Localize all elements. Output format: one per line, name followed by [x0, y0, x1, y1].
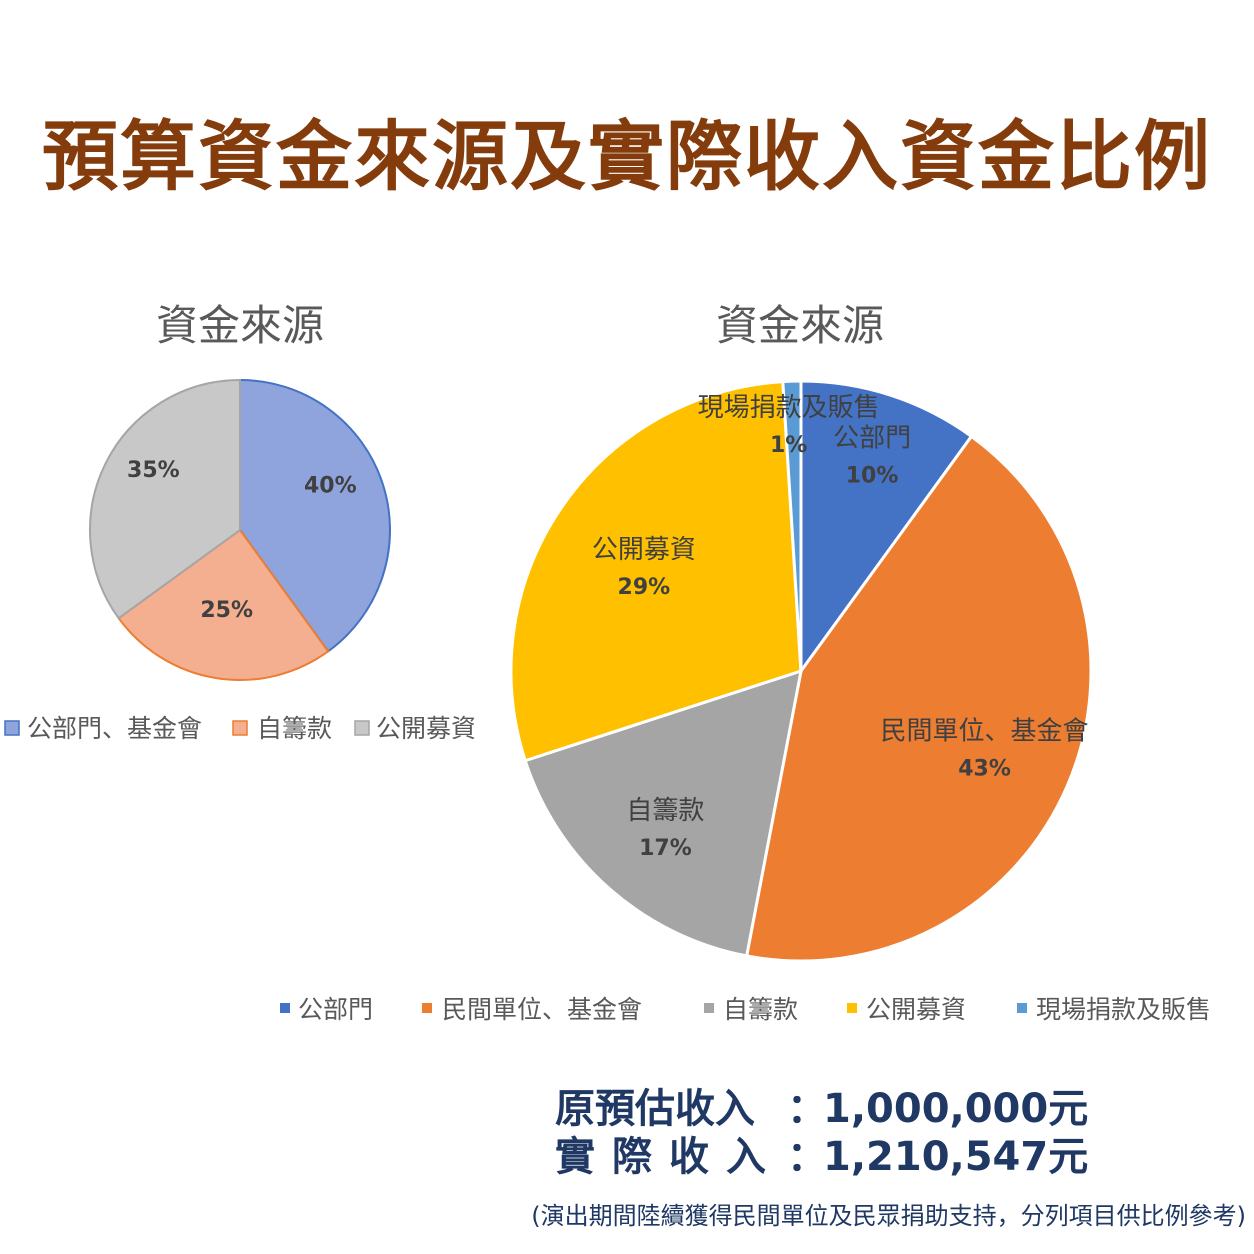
- data-label-category-1-2: 自籌款: [626, 796, 704, 826]
- legend-swatch-1-4: [1017, 1003, 1027, 1013]
- legend-swatch-1-2: [704, 1003, 714, 1013]
- legend-label-1-4: 現場捐款及販售: [1036, 995, 1211, 1024]
- data-label-value-0-0: 40%: [304, 474, 357, 499]
- data-label-value-1-2: 17%: [639, 836, 692, 861]
- estimated-income-value: 1,000,000元: [823, 1086, 1089, 1132]
- pie-slice-1-1: [744, 434, 1093, 963]
- actual-income-label: 實際收入: [555, 1134, 783, 1180]
- legend-actual: 公部門 民間單位、基金會 自籌款 公開募資 現場捐款及販售: [280, 995, 1211, 1024]
- legend-label-0-0: 公部門、基金會: [27, 714, 202, 743]
- pie-chart-budget: 資金來源 40% 25% 35% 公部門、基金會 自籌款 公開募資: [4, 301, 476, 743]
- chart-title-budget: 資金來源: [156, 301, 324, 350]
- legend-label-1-1: 民間單位、基金會: [442, 995, 642, 1024]
- legend-swatch-1-0: [280, 1003, 290, 1013]
- legend-budget: 公部門、基金會 自籌款 公開募資: [4, 714, 476, 743]
- pie-slice-1-0: [799, 379, 974, 676]
- legend-label-0-2: 公開募資: [376, 714, 476, 743]
- data-label-value-1-4: 1%: [770, 433, 807, 458]
- legend-swatch-0-0: [4, 720, 20, 736]
- data-label-value-0-1: 25%: [200, 598, 253, 623]
- legend-swatch-0-2: [354, 720, 370, 736]
- legend-label-0-1: 自籌款: [257, 714, 332, 743]
- pie-slice-0-0: [239, 378, 391, 653]
- pie-slice-0-2: [89, 378, 241, 620]
- legend-label-1-3: 公開募資: [866, 995, 966, 1024]
- chart-title-actual: 資金來源: [716, 301, 884, 350]
- actual-income-colon: ：: [787, 1134, 827, 1180]
- pie-slice-1-2: [523, 668, 803, 958]
- income-summary: 原預估收入 ： 1,000,000元 實際收入 ： 1,210,547元: [555, 1085, 1088, 1181]
- legend-swatch-0-1: [232, 720, 248, 736]
- pie-slice-1-3: [509, 379, 803, 763]
- data-label-value-1-0: 10%: [846, 463, 899, 488]
- data-label-value-1-3: 29%: [618, 575, 671, 600]
- actual-income-value: 1,210,547元: [823, 1134, 1089, 1180]
- estimated-income-colon: ：: [787, 1086, 827, 1132]
- pie-slice-0-1: [117, 528, 330, 681]
- legend-swatch-1-3: [847, 1003, 857, 1013]
- data-label-value-0-2: 35%: [127, 458, 180, 483]
- data-label-category-1-3: 公開募資: [592, 535, 696, 565]
- page-title: 預算資金來源及實際收入資金比例: [42, 112, 1212, 201]
- legend-swatch-1-1: [422, 1003, 432, 1013]
- legend-label-1-0: 公部門: [298, 995, 373, 1024]
- estimated-income-label: 原預估收入: [555, 1086, 755, 1132]
- pie-slice-1-4: [781, 379, 803, 672]
- legend-label-1-2: 自籌款: [723, 995, 798, 1024]
- data-label-value-1-1: 43%: [958, 756, 1011, 781]
- pie-chart-actual: 資金來源 公部門 10% 民間單位、基金會 43% 自籌款 17% 公開募資 29% 現場捐款及…: [280, 301, 1211, 1024]
- summary-note: (演出期間陸續獲得民間單位及民眾捐助支持，分列項目供比例參考): [531, 1202, 1246, 1230]
- data-label-category-1-4: 現場捐款及販售: [698, 393, 880, 423]
- data-label-category-1-1: 民間單位、基金會: [881, 716, 1089, 746]
- data-label-category-1-0: 公部門: [833, 423, 911, 453]
